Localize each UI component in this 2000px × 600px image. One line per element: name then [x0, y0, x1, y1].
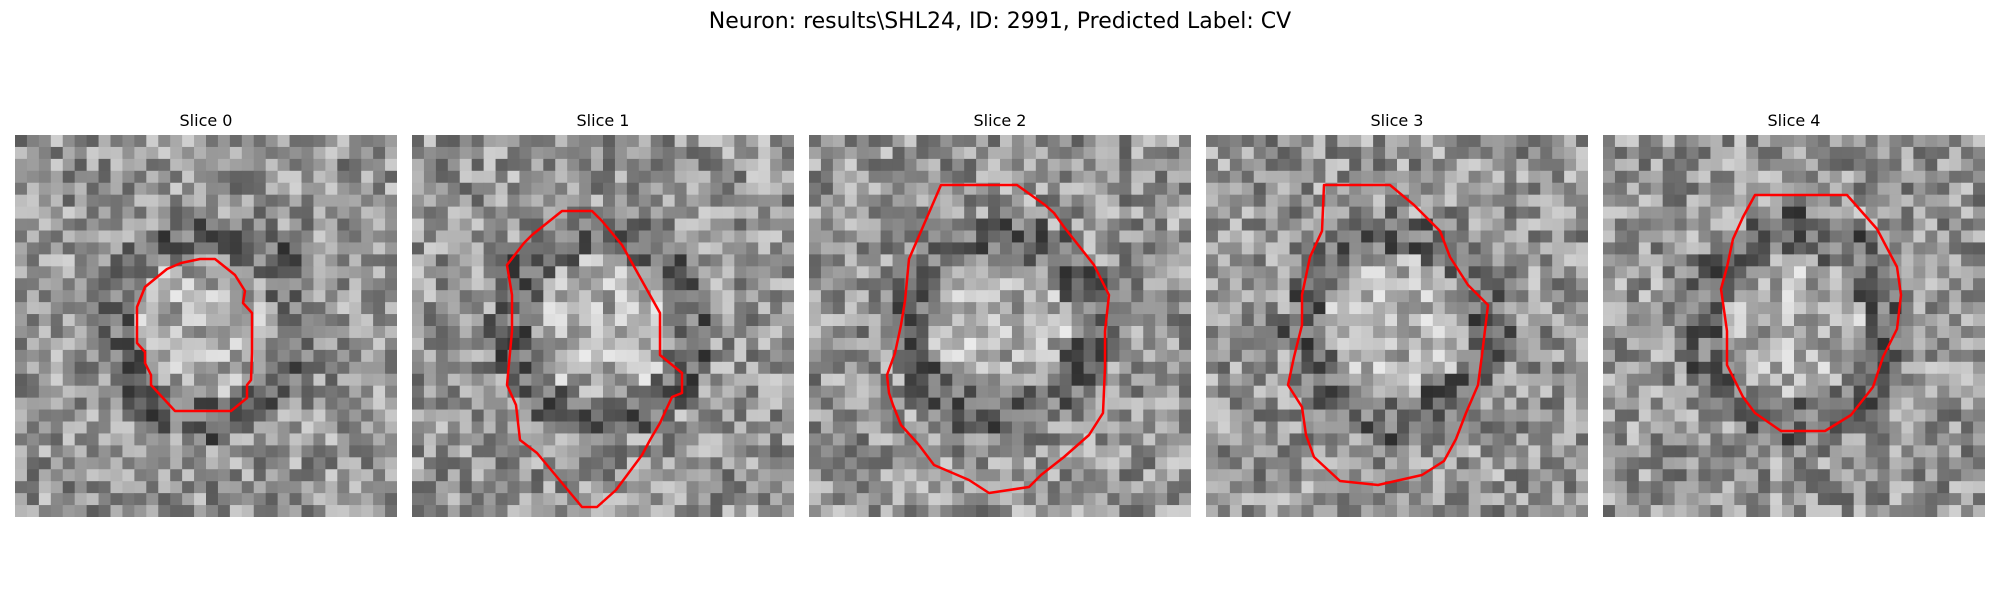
- segmentation-contour: [1719, 193, 1903, 433]
- segmentation-contour: [505, 209, 684, 509]
- figure-title: Neuron: results\SHL24, ID: 2991, Predict…: [708, 9, 1292, 34]
- slice-title: Slice 0: [179, 111, 233, 130]
- microscopy-slice-image: [809, 135, 1191, 517]
- microscopy-slice-image: [1603, 135, 1985, 517]
- slice-panel-0: Slice 0: [15, 109, 397, 517]
- slice-panel-4: Slice 4: [1603, 109, 1985, 517]
- segmentation-contour: [1286, 183, 1490, 487]
- noise-texture: [809, 135, 1191, 517]
- slice-title: Slice 1: [576, 111, 630, 130]
- noise-texture: [1603, 135, 1985, 517]
- noise-texture: [412, 135, 794, 517]
- segmentation-contour: [135, 257, 254, 413]
- slice-panel-1: Slice 1: [412, 109, 794, 517]
- slice-title: Slice 4: [1767, 111, 1821, 130]
- noise-texture: [1206, 135, 1588, 517]
- slice-panel-3: Slice 3: [1206, 109, 1588, 517]
- microscopy-slice-image: [412, 135, 794, 517]
- noise-texture: [15, 135, 397, 517]
- microscopy-slice-image: [15, 135, 397, 517]
- microscopy-slice-image: [1206, 135, 1588, 517]
- slice-panel-2: Slice 2: [809, 109, 1191, 517]
- slice-title: Slice 3: [1370, 111, 1424, 130]
- segmentation-contour: [885, 183, 1111, 495]
- slice-title: Slice 2: [973, 111, 1027, 130]
